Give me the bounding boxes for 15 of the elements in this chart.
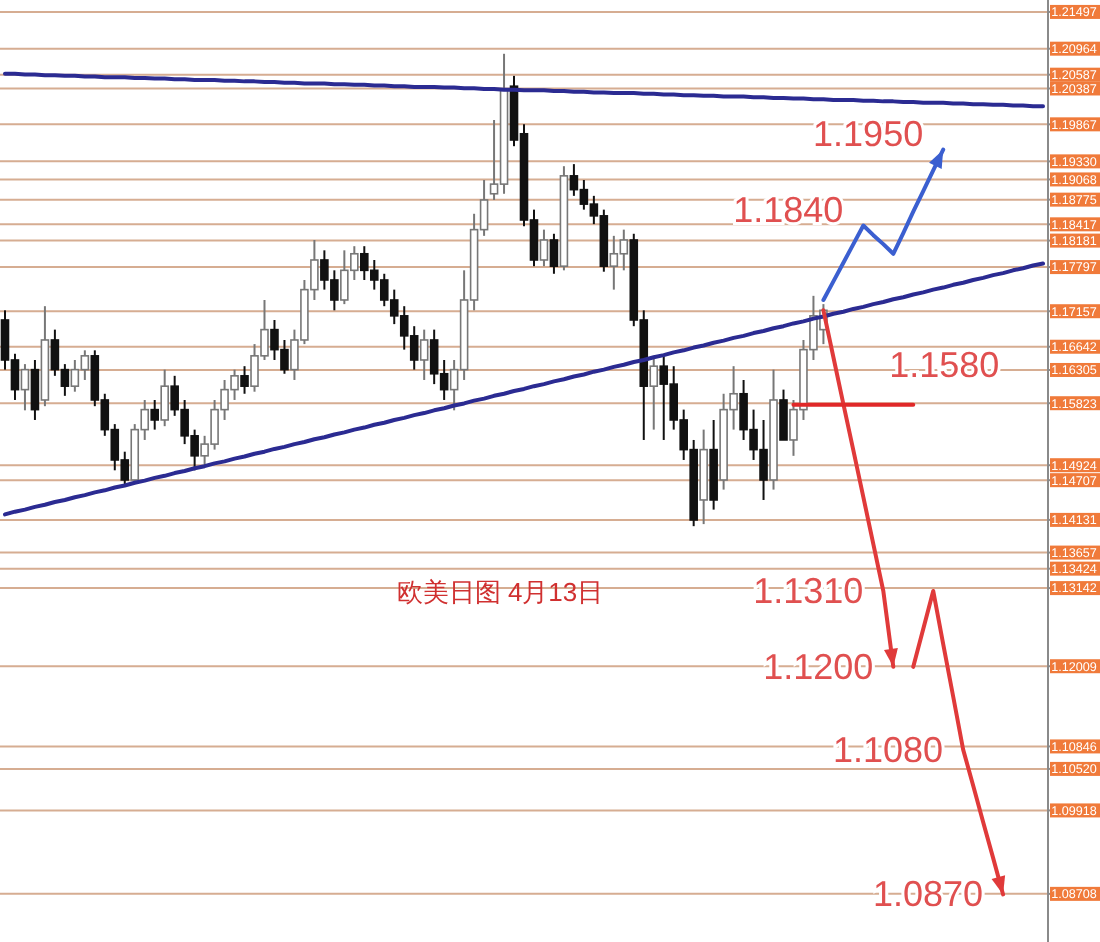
candlestick [779, 388, 788, 441]
candlestick [649, 354, 659, 431]
candlestick [539, 228, 549, 268]
candlestick [549, 232, 559, 275]
text: 欧美日图 4月13日 [396, 577, 604, 607]
data-label: 1.1840 [733, 189, 844, 230]
candlestick [150, 398, 159, 431]
line-series [2, 71, 1046, 109]
candlestick [20, 363, 30, 412]
line-series [2, 261, 1046, 517]
candlestick [30, 358, 40, 421]
candlestick [160, 368, 169, 428]
candlestick [419, 328, 429, 381]
data-label: 1.1950 [813, 113, 924, 154]
candlestick [240, 365, 249, 395]
